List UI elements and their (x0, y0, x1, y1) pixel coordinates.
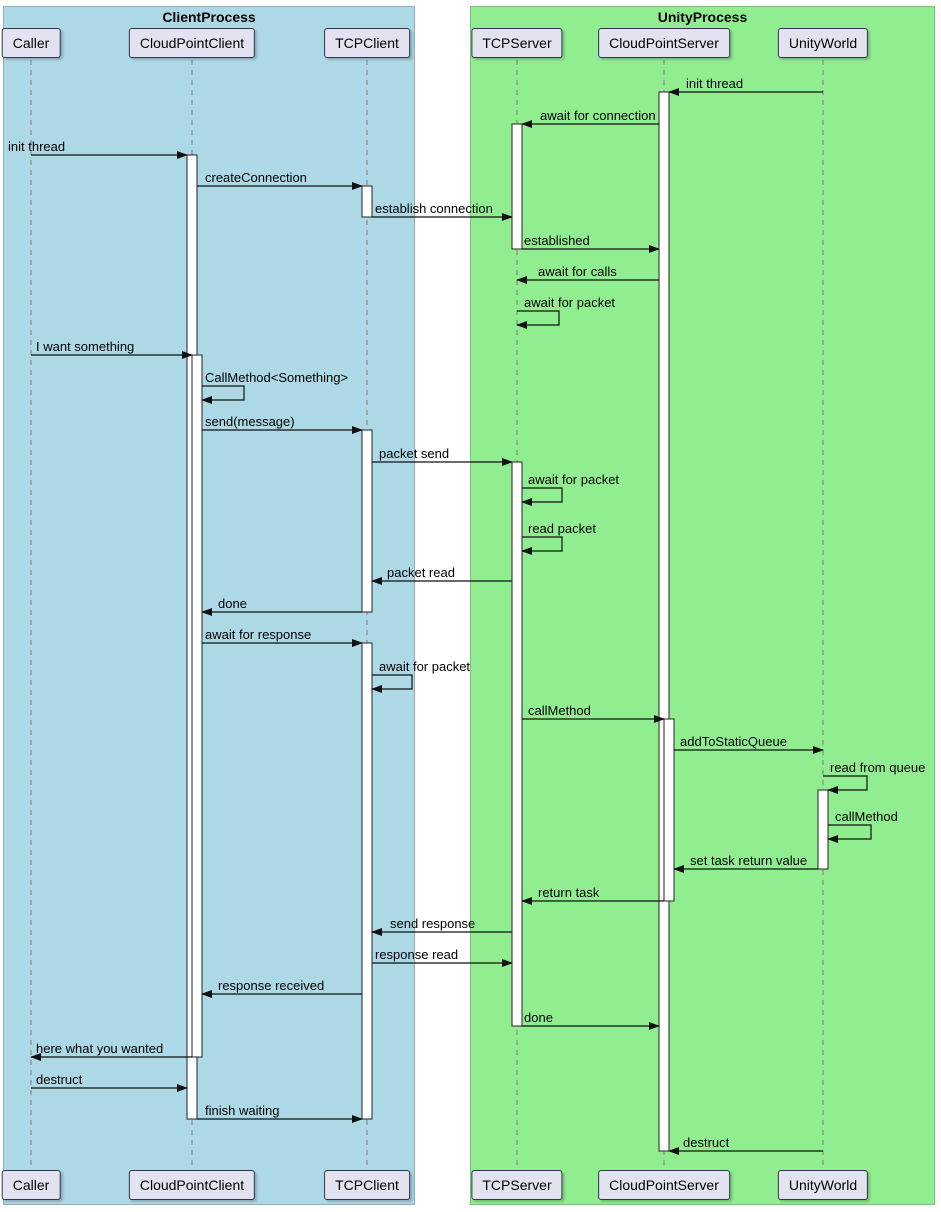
self-message-arrow-13 (521, 536, 563, 555)
message-label-9: CallMethod<Something> (205, 370, 349, 385)
frame-title-unityprocess: UnityProcess (657, 9, 748, 25)
self-message-arrow-20 (823, 775, 868, 794)
activation-bar-tcpserver (511, 461, 523, 1027)
self-message-arrow-7 (516, 310, 560, 329)
message-label-21: callMethod (835, 809, 898, 824)
participant-tcpclient-top: TCPClient (324, 28, 410, 58)
message-label-7: await for packet (524, 295, 616, 310)
participant-cloudpointclient-bottom: CloudPointClient (128, 1170, 256, 1200)
process-frame-unityprocess (470, 6, 935, 1205)
message-label-24: send response (390, 916, 476, 931)
message-label-25: response read (375, 947, 459, 962)
activation-bar-tcpclient (361, 185, 373, 218)
message-label-2: init thread (8, 139, 66, 154)
message-label-3: createConnection (205, 170, 307, 185)
activation-bar-cloudpointclient (191, 354, 203, 1058)
message-label-18: callMethod (528, 703, 591, 718)
message-label-14: packet read (387, 565, 455, 580)
message-label-27: done (524, 1010, 553, 1025)
message-label-6: await for calls (538, 264, 617, 279)
participant-cloudpointclient-top: CloudPointClient (128, 28, 256, 58)
message-label-0: init thread (686, 76, 744, 91)
message-label-8: I want something (36, 339, 135, 354)
message-label-17: await for packet (379, 659, 471, 674)
message-label-12: await for packet (528, 472, 620, 487)
activation-bar-cloudpointserver (663, 718, 675, 902)
message-label-13: read packet (528, 521, 596, 536)
message-label-30: finish waiting (205, 1103, 280, 1118)
activation-bar-tcpclient (361, 429, 373, 613)
message-label-31: destruct (683, 1135, 730, 1150)
participant-unityworld-bottom: UnityWorld (777, 1170, 869, 1200)
participant-tcpclient-bottom: TCPClient (324, 1170, 410, 1200)
message-label-22: set task return value (690, 853, 808, 868)
message-label-29: destruct (36, 1072, 83, 1087)
message-label-20: read from queue (830, 760, 926, 775)
participant-tcpserver-top: TCPServer (471, 28, 563, 58)
activation-bar-unityworld (817, 789, 829, 870)
participant-cloudpointserver-top: CloudPointServer (598, 28, 730, 58)
participant-caller-bottom: Caller (1, 1170, 61, 1200)
activation-bar-cloudpointserver (658, 91, 670, 1152)
message-label-1: await for connection (540, 108, 656, 123)
self-message-arrow-21 (827, 824, 872, 843)
self-message-arrow-9 (201, 385, 245, 404)
self-message-arrow-17 (371, 674, 413, 693)
message-label-10: send(message) (205, 414, 295, 429)
activation-bar-tcpserver (511, 123, 523, 250)
message-label-15: done (218, 596, 247, 611)
participant-caller-top: Caller (1, 28, 61, 58)
message-label-19: addToStaticQueue (680, 734, 787, 749)
message-label-16: await for response (205, 627, 312, 642)
message-label-26: response received (218, 978, 325, 993)
message-label-5: established (524, 233, 590, 248)
message-label-11: packet send (379, 446, 450, 461)
self-message-arrow-12 (521, 487, 563, 506)
participant-tcpserver-bottom: TCPServer (471, 1170, 563, 1200)
participant-unityworld-top: UnityWorld (777, 28, 869, 58)
message-label-4: establish connection (375, 201, 493, 216)
message-label-23: return task (538, 885, 600, 900)
activation-bar-tcpclient (361, 642, 373, 1120)
participant-cloudpointserver-bottom: CloudPointServer (598, 1170, 730, 1200)
message-label-28: here what you wanted (36, 1041, 164, 1056)
process-frame-clientprocess (3, 6, 415, 1205)
frame-title-clientprocess: ClientProcess (162, 9, 256, 25)
